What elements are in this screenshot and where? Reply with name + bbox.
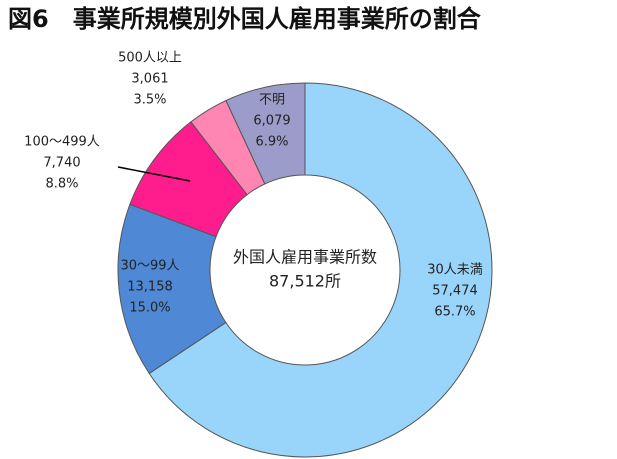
slice-label: 100～499人 <box>24 135 100 150</box>
value-label: 3,061 <box>131 72 168 87</box>
donut-slice <box>148 82 493 458</box>
chart-title: 図6 事業所規模別外国人雇用事業所の割合 <box>8 5 482 33</box>
center-label: 外国人雇用事業所数 <box>233 248 377 267</box>
share-label: 15.0% <box>129 301 170 316</box>
share-label: 6.9% <box>255 135 288 150</box>
donut-slice <box>225 82 306 185</box>
slice-label: 30～99人 <box>120 259 179 274</box>
center-total: 87,512所 <box>269 272 341 291</box>
share-label: 65.7% <box>434 305 475 320</box>
value-label: 57,474 <box>432 284 478 299</box>
value-label: 13,158 <box>127 280 173 295</box>
slice-label: 不明 <box>259 93 285 108</box>
value-label: 7,740 <box>43 156 80 171</box>
share-label: 3.5% <box>133 93 166 108</box>
leader-line <box>117 166 191 182</box>
slice-label: 30人未満 <box>427 263 483 278</box>
slice-label: 500人以上 <box>118 51 182 66</box>
value-label: 6,079 <box>253 114 290 129</box>
share-label: 8.8% <box>45 177 78 192</box>
